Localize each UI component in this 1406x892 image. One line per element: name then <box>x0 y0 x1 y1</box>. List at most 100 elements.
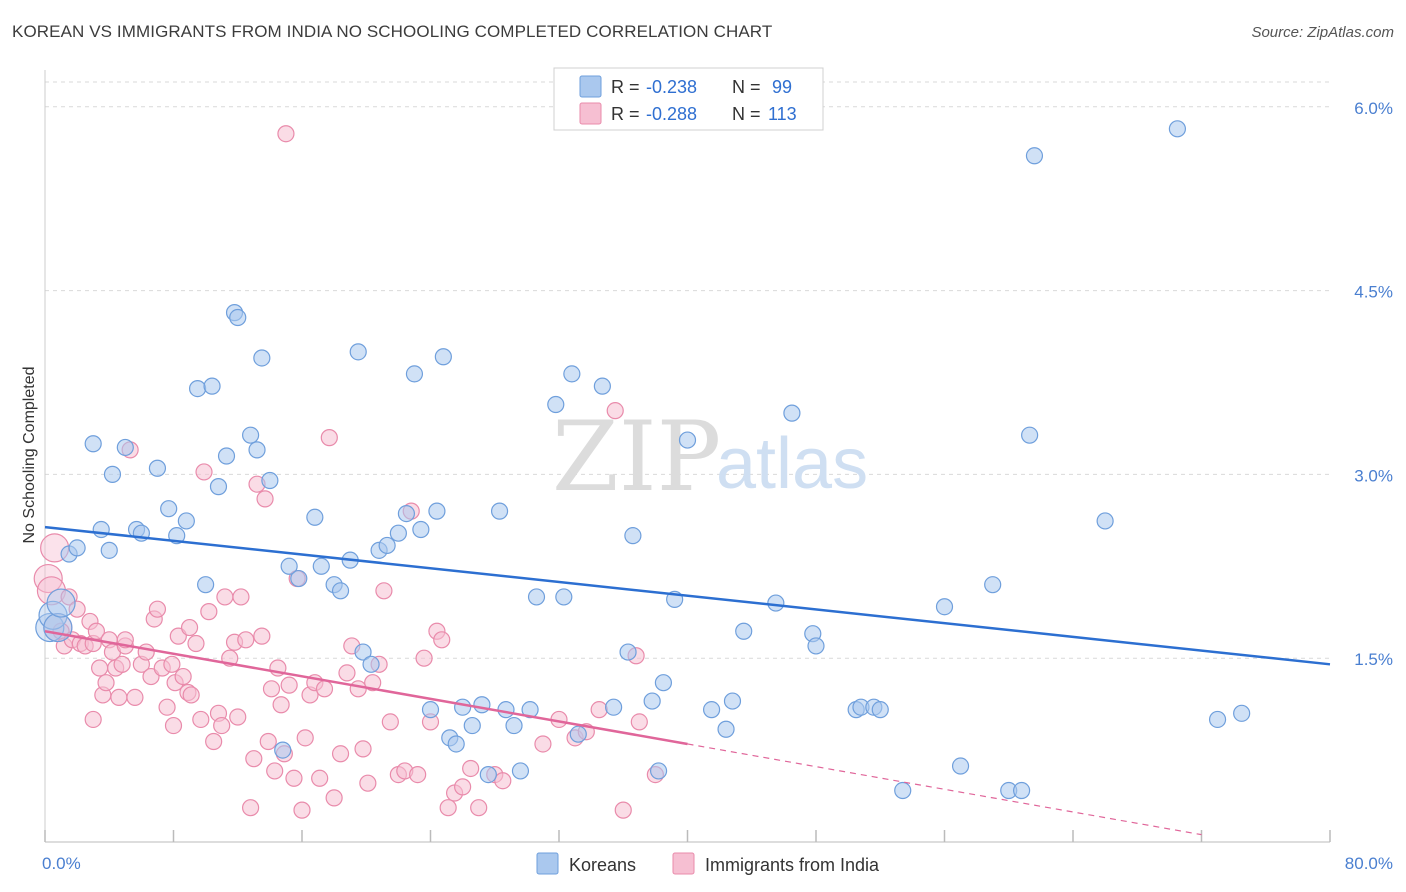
watermark-zip: ZIP <box>552 401 721 513</box>
india-point-108 <box>277 125 295 143</box>
korean-point-96 <box>1233 704 1251 722</box>
india-point-69 <box>311 769 329 787</box>
korean-point-7 <box>92 520 110 539</box>
india-point-77 <box>354 740 372 758</box>
korean-point-42 <box>397 504 416 523</box>
india-point-32 <box>163 655 181 673</box>
legend-swatch-india <box>579 102 602 125</box>
korean-point-47 <box>434 348 452 366</box>
india-point-45 <box>216 588 234 606</box>
india-point-81 <box>375 582 393 600</box>
bottom-legend-koreans: Koreans <box>569 855 636 875</box>
legend-swatch-koreans <box>579 75 602 98</box>
india-point-87 <box>415 649 433 667</box>
korean-point-31 <box>306 508 324 526</box>
korean-point-56 <box>505 716 523 735</box>
korean-point-19 <box>203 377 221 395</box>
india-point-42 <box>205 732 223 751</box>
korean-point-74 <box>717 720 735 738</box>
korean-point-54 <box>490 502 509 520</box>
india-point-63 <box>285 769 303 787</box>
y-tick-labels: 1.5% 3.0% 4.5% 6.0% <box>1354 99 1393 669</box>
india-point-54 <box>253 627 271 645</box>
korean-point-69 <box>649 762 668 780</box>
korean-point-5 <box>68 539 86 557</box>
bottom-legend-swatch-koreans <box>536 852 559 875</box>
india-point-55 <box>256 490 274 508</box>
korean-point-55 <box>497 701 515 719</box>
india-point-24 <box>126 688 144 707</box>
india-point-62 <box>280 676 298 694</box>
korean-point-16 <box>177 512 195 530</box>
india-point-40 <box>195 463 213 481</box>
india-point-21 <box>113 655 131 673</box>
india-point-106 <box>630 713 648 731</box>
india-point-0 <box>33 563 63 594</box>
y-tick-label-3: 6.0% <box>1354 99 1393 118</box>
india-point-109 <box>164 716 183 735</box>
korean-point-84 <box>871 701 889 719</box>
korean-point-21 <box>217 447 236 465</box>
korean-point-64 <box>593 377 611 395</box>
india-point-20 <box>110 688 128 707</box>
korean-point-40 <box>378 536 396 555</box>
india-point-73 <box>331 745 350 763</box>
india-point-37 <box>182 686 200 704</box>
india-point-16 <box>97 674 115 692</box>
korean-point-45 <box>421 701 440 719</box>
india-point-74 <box>338 664 356 682</box>
korean-point-9 <box>103 465 122 483</box>
india-point-103 <box>606 402 624 420</box>
korean-point-32 <box>312 557 330 575</box>
india-point-110 <box>84 710 102 729</box>
india-point-72 <box>325 789 343 807</box>
korean-point-51 <box>463 716 481 735</box>
india-point-65 <box>293 801 311 819</box>
india-point-93 <box>454 778 472 796</box>
korean-point-14 <box>160 500 178 518</box>
india-point-90 <box>433 631 451 649</box>
korean-point-49 <box>447 735 465 753</box>
series-india-points <box>33 125 664 819</box>
korean-point-23 <box>229 308 247 327</box>
korean-point-63 <box>569 725 587 743</box>
korean-point-20 <box>209 478 228 496</box>
india-point-98 <box>534 735 552 753</box>
india-point-49 <box>232 588 250 606</box>
korean-point-59 <box>527 588 546 606</box>
trend-lines <box>44 525 1331 836</box>
korean-point-76 <box>735 622 753 640</box>
legend-n-value-1: 99 <box>772 77 792 97</box>
india-point-29 <box>148 600 167 618</box>
india-point-95 <box>470 799 488 817</box>
korean-point-41 <box>389 524 407 542</box>
india-point-56 <box>259 732 277 751</box>
korean-point-91 <box>1021 426 1039 444</box>
korean-point-90 <box>1012 781 1031 800</box>
korean-point-37 <box>354 643 372 661</box>
korean-point-6 <box>84 435 102 453</box>
india-point-39 <box>192 710 210 729</box>
korean-point-46 <box>428 502 446 520</box>
korean-point-18 <box>197 576 215 594</box>
series-legend: Koreans Immigrants from India <box>536 852 880 875</box>
india-point-44 <box>213 716 231 735</box>
india-point-52 <box>245 750 263 768</box>
korean-point-38 <box>362 655 380 673</box>
korean-point-70 <box>654 674 673 692</box>
watermark-atlas: atlas <box>716 424 868 504</box>
y-tick-label-0: 1.5% <box>1354 650 1393 669</box>
legend-r-value-2: -0.288 <box>646 104 697 124</box>
x-tick-labels: 0.0% 80.0% <box>42 854 1393 873</box>
korean-point-66 <box>619 643 637 661</box>
india-point-82 <box>381 713 399 731</box>
korean-point-85 <box>894 781 912 800</box>
korean-point-25 <box>248 441 266 459</box>
korean-point-68 <box>643 692 661 710</box>
korean-point-95 <box>1208 710 1227 729</box>
india-point-102 <box>590 701 608 719</box>
korean-point-24 <box>242 426 260 444</box>
correlation-legend: R = -0.238 N = 99 R = -0.288 N = 113 <box>553 67 824 131</box>
source-label: Source: ZipAtlas.com <box>1251 24 1394 41</box>
korean-point-10 <box>116 438 134 457</box>
